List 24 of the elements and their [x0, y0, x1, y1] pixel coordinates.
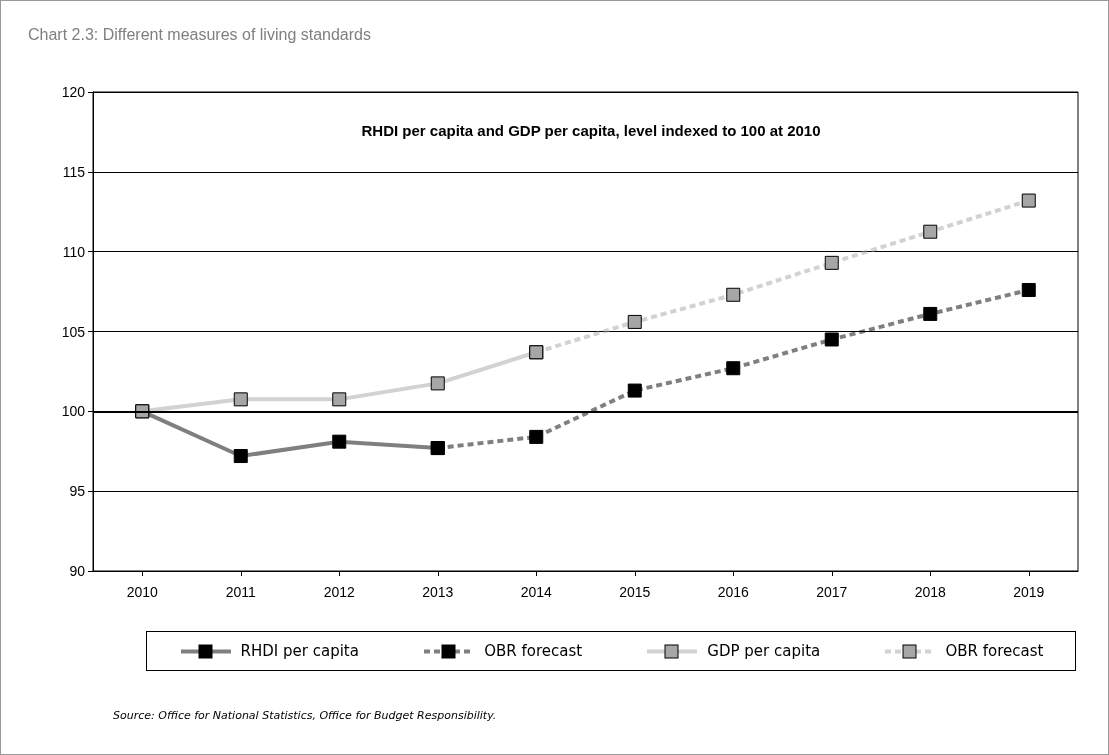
- y-tick-label: 100: [61, 403, 86, 420]
- x-tick-label: 2012: [323, 584, 356, 600]
- y-tick-label: 95: [69, 483, 86, 500]
- x-tick-label: 2010: [126, 584, 159, 600]
- x-tick-label: 2019: [1013, 584, 1045, 600]
- chart-title: Chart 2.3: Different measures of living standards: [28, 25, 371, 43]
- legend-label: OBR forecast: [945, 642, 1044, 660]
- legend-label: GDP per capita: [707, 642, 821, 660]
- x-tick-label: 2018: [914, 584, 947, 600]
- x-tick-label: 2013: [422, 584, 454, 600]
- x-tick-label: 2011: [225, 584, 257, 600]
- x-tick-label: 2017: [816, 584, 848, 600]
- x-tick-label: 2014: [520, 584, 553, 600]
- legend-label: OBR forecast: [484, 642, 583, 660]
- y-tick-label: 90: [69, 563, 86, 579]
- x-tick-label: 2016: [717, 584, 750, 600]
- source-note: Source: Office for National Statistics, Office for Budget Responsibility.: [113, 709, 497, 722]
- x-tick-label: 2015: [619, 584, 651, 600]
- y-tick-label: 110: [62, 243, 86, 260]
- y-tick-label: 120: [61, 84, 86, 100]
- y-tick-label: 105: [61, 323, 86, 340]
- legend-label: RHDI per capita: [240, 642, 359, 660]
- y-tick-label: 115: [62, 163, 86, 180]
- text: RHDI per capita and GDP per capita, level indexed to 100 at 2010: [361, 122, 821, 139]
